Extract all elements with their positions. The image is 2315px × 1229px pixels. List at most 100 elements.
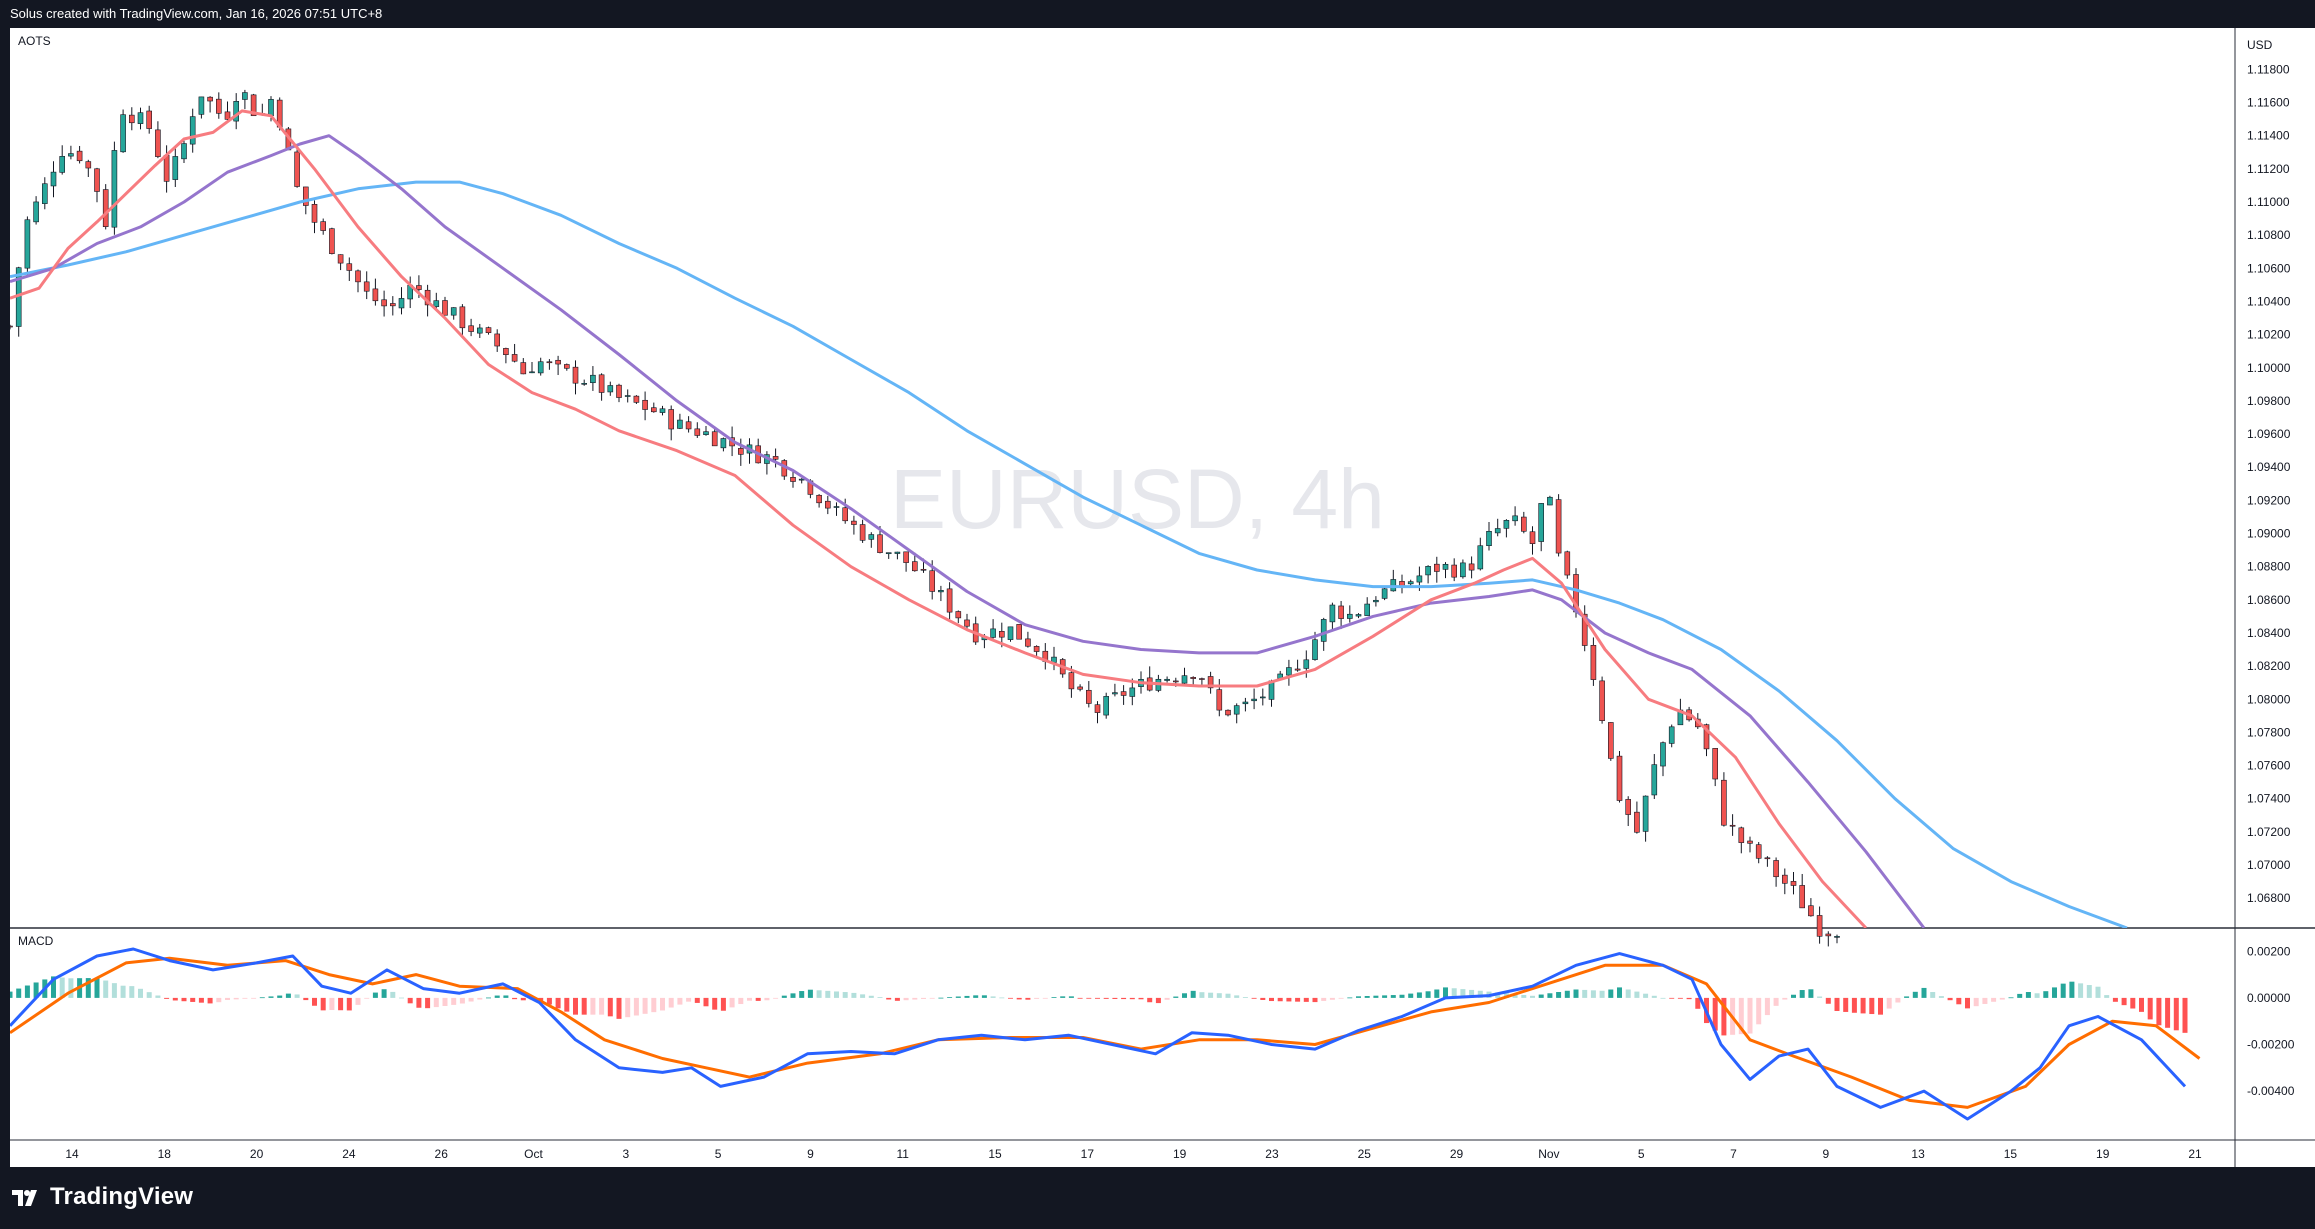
histogram-bar — [1878, 997, 1883, 1015]
time-tick-label: 15 — [988, 1147, 1002, 1161]
candle-body — [990, 628, 996, 638]
price-tick-label: 1.09600 — [2247, 427, 2291, 441]
candle — [563, 363, 570, 371]
candle-body — [798, 478, 805, 481]
candle — [389, 296, 396, 316]
histogram-bar — [912, 997, 918, 1000]
time-tick-label: 19 — [2096, 1147, 2110, 1161]
candle — [189, 108, 196, 153]
candle-body — [1164, 678, 1170, 681]
candle-body — [868, 534, 875, 540]
candle-body — [1407, 581, 1414, 585]
candle-body — [459, 306, 466, 329]
chart-canvas[interactable]: EURUSD, 4h AOTS USD MACD 1.11800 1.11600 1.114… — [10, 28, 2315, 1167]
candle-body — [94, 168, 100, 192]
candle-body — [1068, 672, 1075, 690]
price-tick-label: 1.08600 — [2247, 593, 2291, 607]
candle-body — [50, 171, 57, 187]
histogram-bar — [1338, 997, 1344, 999]
histogram-bar — [1460, 989, 1466, 998]
candle-body — [476, 327, 483, 334]
price-tick-label: 1.09000 — [2247, 527, 2291, 541]
candle-body — [1086, 689, 1092, 704]
histogram-bar — [1921, 987, 1927, 998]
candle — [120, 109, 126, 153]
histogram-bar — [1973, 997, 1979, 1007]
candle — [485, 326, 492, 335]
candle — [903, 551, 909, 572]
candle-body — [659, 408, 666, 413]
candle-body — [1755, 844, 1762, 859]
histogram-bar — [1277, 997, 1283, 1002]
candle-body — [998, 631, 1005, 638]
candle-body — [703, 431, 709, 435]
time-tick-label: 29 — [1450, 1147, 1464, 1161]
candle-body — [1033, 646, 1040, 652]
histogram-bar — [1164, 997, 1170, 1000]
histogram-bar — [1295, 997, 1301, 1002]
candle-body — [903, 551, 909, 563]
candle — [659, 405, 666, 416]
histogram-bar — [1556, 992, 1562, 998]
histogram-bar — [651, 997, 657, 1013]
histogram-bar — [1216, 993, 1222, 998]
histogram-bar — [399, 997, 404, 999]
candle — [41, 177, 48, 210]
candle — [555, 355, 561, 376]
candle-body — [1547, 496, 1553, 506]
candle — [1529, 526, 1536, 555]
candle-body — [389, 303, 396, 307]
candle — [1825, 931, 1832, 947]
histogram-bar — [442, 997, 448, 1006]
histogram-bar — [1399, 994, 1405, 998]
candle-body — [1320, 619, 1327, 642]
candle-body — [102, 189, 109, 227]
macd-histogram — [10, 976, 2188, 1036]
histogram-bar — [459, 997, 465, 1004]
candle-body — [1660, 742, 1666, 767]
candle — [1251, 688, 1257, 710]
histogram-bar — [599, 997, 605, 1015]
candle — [1808, 898, 1814, 917]
histogram-bar — [1956, 997, 1962, 1005]
histogram-bar — [520, 997, 526, 1001]
time-tick-label: 21 — [2188, 1147, 2202, 1161]
candle-body — [894, 551, 901, 554]
time-tick-label: 23 — [1265, 1147, 1279, 1161]
histogram-bar — [1773, 997, 1779, 1006]
histogram-bar — [590, 997, 596, 1015]
candle — [85, 159, 92, 177]
candle-body — [1129, 687, 1136, 697]
candle-body — [442, 300, 448, 316]
candle-body — [1747, 840, 1753, 844]
histogram-bar — [2112, 997, 2118, 1002]
candle-body — [938, 590, 944, 593]
histogram-bar — [1129, 997, 1135, 1000]
histogram-bar — [877, 997, 883, 998]
histogram-bar — [720, 997, 726, 1011]
histogram-bar — [1869, 997, 1875, 1015]
histogram-bar — [607, 997, 613, 1017]
candle-body — [694, 428, 701, 436]
candle-body — [677, 419, 683, 429]
candle — [590, 366, 596, 391]
tradingview-brand[interactable]: TradingView — [12, 1183, 193, 1211]
candle-body — [320, 221, 327, 231]
histogram-bar — [999, 997, 1005, 999]
candle-body — [146, 110, 152, 129]
candle — [1329, 602, 1336, 630]
candle-body — [1834, 936, 1840, 938]
candle — [1016, 624, 1023, 640]
histogram-bar — [1182, 993, 1187, 998]
candle — [1347, 605, 1353, 623]
histogram-bar — [94, 977, 100, 998]
candle — [642, 391, 648, 421]
candle — [172, 147, 179, 187]
histogram-bar — [738, 997, 744, 1005]
price-tick-label: 1.07000 — [2247, 858, 2291, 872]
candle — [1521, 511, 1527, 534]
histogram-bar — [625, 997, 631, 1018]
candle — [694, 422, 701, 438]
histogram-bar — [1469, 989, 1475, 998]
candle — [1660, 741, 1666, 777]
